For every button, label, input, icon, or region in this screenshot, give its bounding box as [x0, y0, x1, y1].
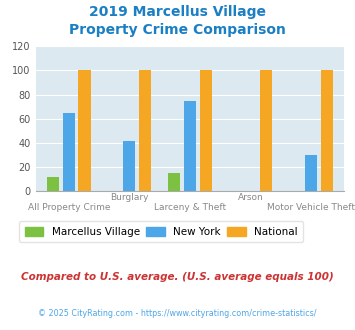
Bar	[123, 141, 135, 191]
Bar	[139, 70, 151, 191]
Bar	[63, 113, 75, 191]
Text: 2019 Marcellus Village: 2019 Marcellus Village	[89, 5, 266, 19]
Bar	[47, 177, 59, 191]
Bar	[200, 70, 212, 191]
Bar	[78, 70, 91, 191]
Text: Compared to U.S. average. (U.S. average equals 100): Compared to U.S. average. (U.S. average …	[21, 272, 334, 282]
Text: © 2025 CityRating.com - https://www.cityrating.com/crime-statistics/: © 2025 CityRating.com - https://www.city…	[38, 309, 317, 317]
Bar	[184, 101, 196, 191]
Bar	[168, 173, 180, 191]
Text: Larceny & Theft: Larceny & Theft	[154, 203, 226, 212]
Text: Motor Vehicle Theft: Motor Vehicle Theft	[267, 203, 355, 212]
Text: Property Crime Comparison: Property Crime Comparison	[69, 23, 286, 37]
Text: Burglary: Burglary	[110, 193, 149, 202]
Bar	[321, 70, 333, 191]
Legend: Marcellus Village, New York, National: Marcellus Village, New York, National	[20, 221, 303, 242]
Bar	[260, 70, 272, 191]
Text: All Property Crime: All Property Crime	[28, 203, 110, 212]
Text: Arson: Arson	[237, 193, 263, 202]
Bar	[305, 155, 317, 191]
